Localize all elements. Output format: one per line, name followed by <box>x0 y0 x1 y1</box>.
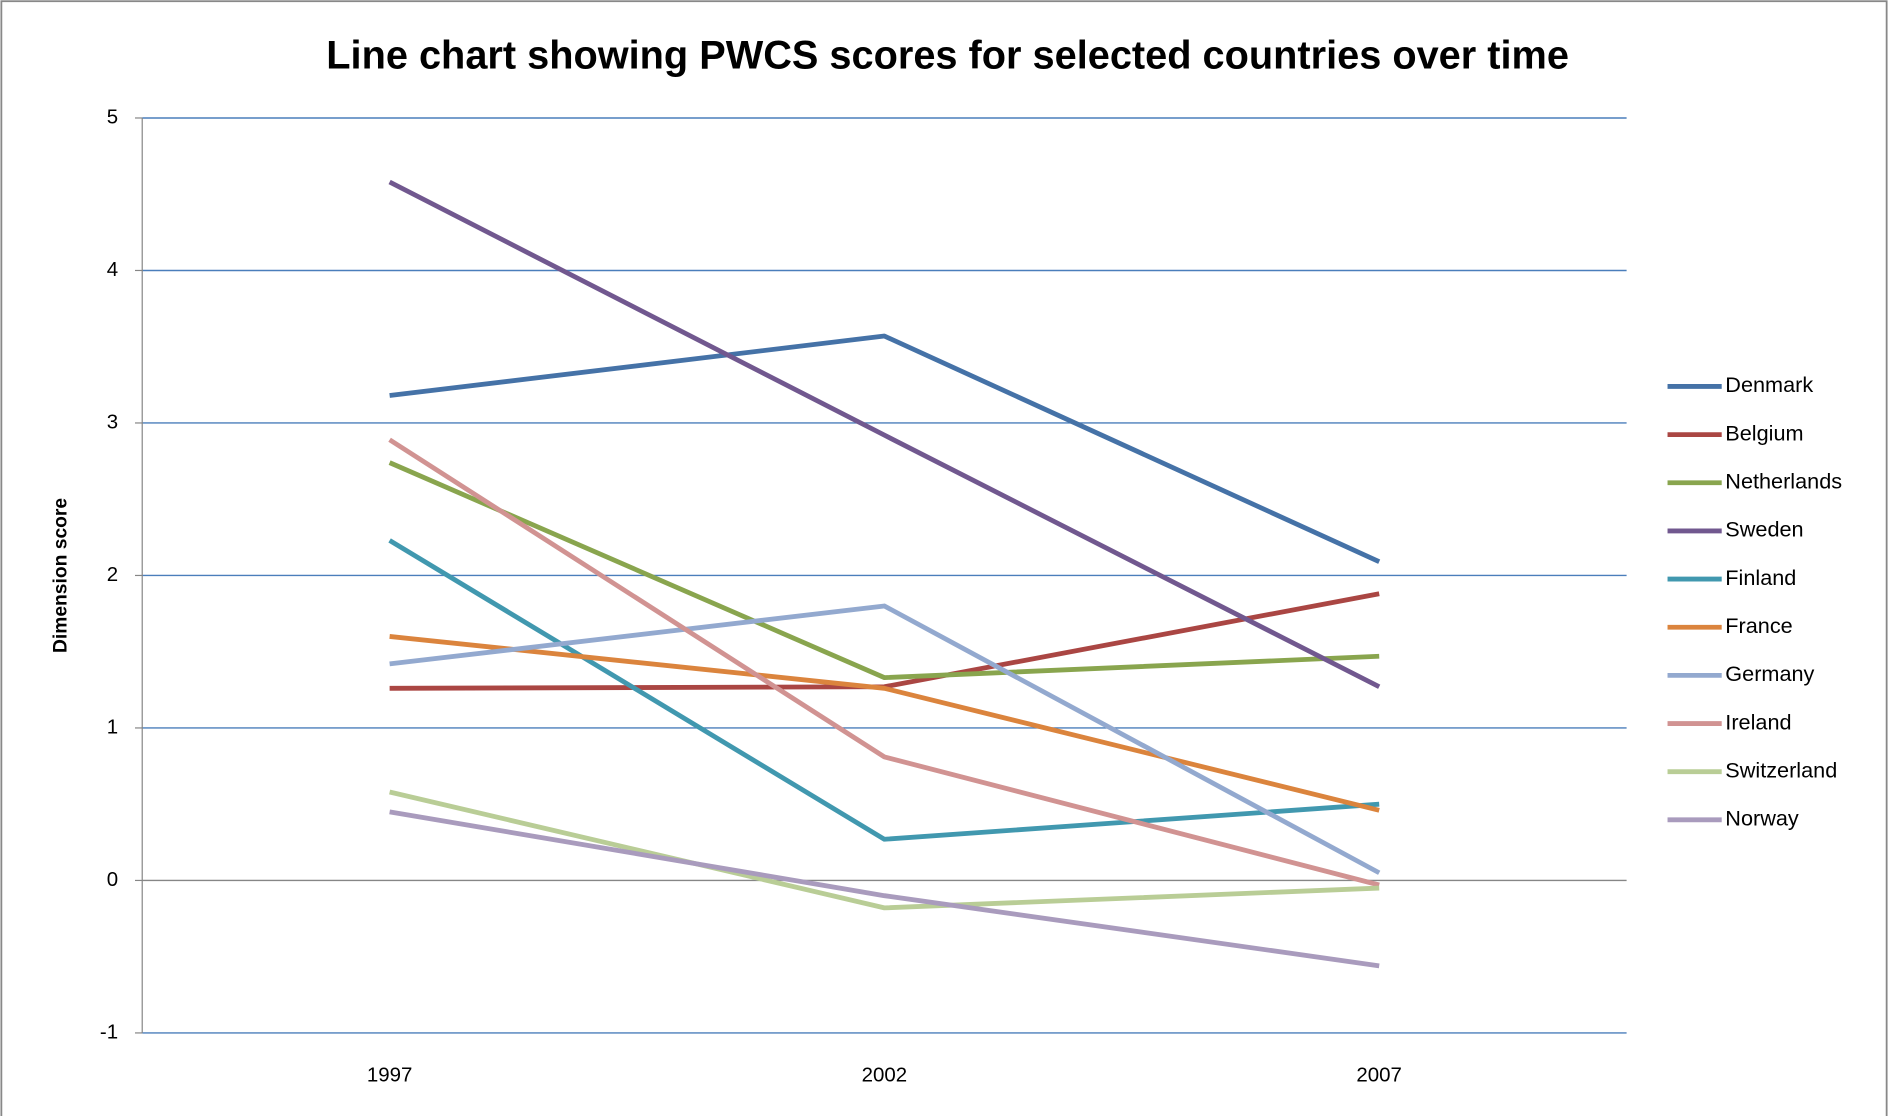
legend-label: Ireland <box>1725 709 1791 734</box>
y-tick-label: -1 <box>100 1020 118 1043</box>
series-line <box>389 809 1380 969</box>
y-tick-label: 1 <box>107 715 118 738</box>
legend-label: Germany <box>1725 661 1814 686</box>
legend-label: Switzerland <box>1725 757 1837 782</box>
y-tick-label: 2 <box>107 563 118 586</box>
legend-label: Sweden <box>1725 517 1803 542</box>
chart-title: Line chart showing PWCS scores for selec… <box>326 33 1569 77</box>
series-line <box>389 789 1380 911</box>
x-tick-label: 2002 <box>862 1064 908 1087</box>
legend-label: France <box>1725 613 1792 638</box>
series-line <box>388 179 1381 689</box>
y-axis-label: Dimension score <box>51 498 72 653</box>
series-line <box>388 538 1380 842</box>
legend-label: Denmark <box>1725 372 1813 397</box>
series-line <box>389 333 1381 564</box>
legend-label: Belgium <box>1725 420 1803 445</box>
x-tick-label: 1997 <box>367 1064 413 1087</box>
y-tick-label: 0 <box>107 868 118 891</box>
legend-label: Norway <box>1725 806 1799 831</box>
series-line <box>388 437 1380 888</box>
series-line <box>388 460 1380 681</box>
y-tick-label: 3 <box>107 410 118 433</box>
series-line <box>389 603 1381 875</box>
series-line <box>389 634 1380 813</box>
x-tick-label: 2007 <box>1356 1064 1402 1087</box>
y-tick-label: 4 <box>107 258 118 281</box>
y-tick-label: 5 <box>107 105 118 128</box>
legend-label: Finland <box>1725 565 1796 590</box>
legend-label: Netherlands <box>1725 468 1842 493</box>
